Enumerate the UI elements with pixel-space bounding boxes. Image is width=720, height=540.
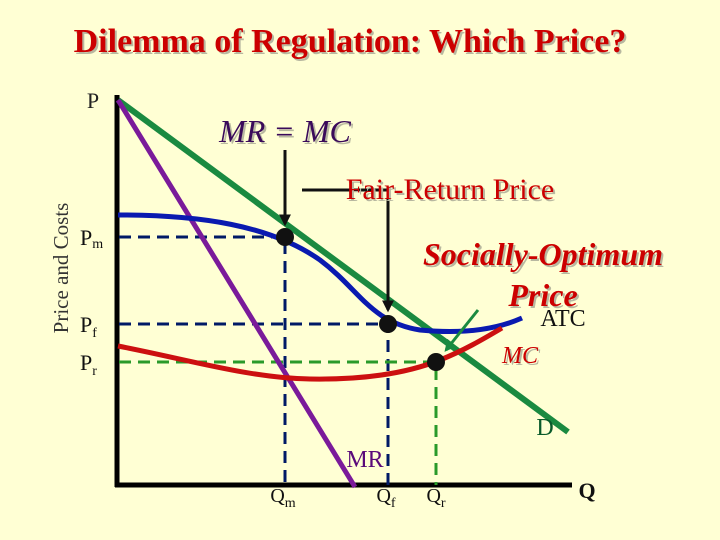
mr-label: MR: [346, 447, 383, 473]
mc-label: MC: [501, 343, 539, 369]
price-level: Pr: [80, 350, 97, 379]
price-level: Pf: [80, 312, 97, 341]
guide-pr: [119, 360, 438, 485]
point-social: [427, 353, 445, 371]
social-label-2: Price: [507, 277, 577, 313]
fair-return-label: Fair-Return Price: [346, 173, 555, 206]
point-fair: [379, 315, 397, 333]
demand-label: D: [536, 415, 553, 441]
quantity-level: Qr: [426, 485, 445, 511]
social-label-1: Socially-Optimum: [423, 236, 663, 272]
title: Dilemma of Regulation: Which Price?: [74, 23, 627, 60]
point-monopoly: [276, 228, 294, 246]
price-level: Pm: [80, 225, 103, 252]
atc-curve: [117, 212, 524, 334]
guide-pm: [119, 235, 287, 485]
y-symbol: P: [87, 88, 99, 113]
arrow-social: [444, 309, 480, 352]
quantity-level: Qm: [270, 485, 295, 511]
arrow-fair: [302, 188, 394, 313]
demand-curve: [116, 97, 570, 435]
mr-curve: [115, 98, 358, 489]
y-label: Price and Costs: [49, 203, 73, 334]
x-symbol: Q: [578, 478, 595, 503]
mr-mc-label: MR = MC: [218, 113, 351, 149]
atc-label: ATC: [540, 306, 585, 332]
quantity-level: Qf: [376, 485, 395, 511]
mc-curve: [117, 325, 504, 382]
